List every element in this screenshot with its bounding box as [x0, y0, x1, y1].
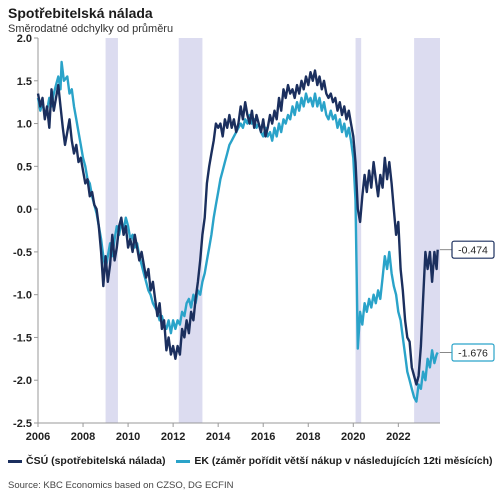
chart-legend: ČSÚ (spotřebitelská nálada) EK (záměr po…: [8, 455, 500, 467]
legend-item-ek: EK (záměr pořídit větší nákup v následuj…: [176, 455, 493, 467]
x-tick-label-6: 2018: [296, 431, 320, 443]
y-tick-label-0: 2.0: [17, 33, 32, 45]
x-tick-label-0: 2006: [26, 431, 50, 443]
chart-series: [36, 60, 439, 403]
end-value-callouts: -0.474 -1.676: [439, 240, 495, 362]
y-tick-label-6: -1.0: [13, 290, 32, 302]
x-tick-label-5: 2016: [251, 431, 275, 443]
y-tick-label-7: -1.5: [13, 332, 32, 344]
shaded-period-2: [355, 38, 362, 423]
legend-swatch-csu: [8, 459, 22, 463]
x-tick-label-3: 2012: [161, 431, 185, 443]
shaded-periods: [105, 38, 440, 423]
legend-label-csu: ČSÚ (spotřebitelská nálada): [26, 455, 166, 467]
chart-subtitle: Směrodatné odchylky od průměru: [8, 23, 174, 35]
callout-value-0: -0.474: [458, 245, 488, 257]
x-tick-label-7: 2020: [341, 431, 365, 443]
legend-label-ek: EK (záměr pořídit větší nákup v následuj…: [194, 455, 493, 467]
legend-item-csu: ČSÚ (spotřebitelská nálada): [8, 455, 165, 467]
chart-source: Source: KBC Economics based on CZSO, DG …: [8, 480, 234, 491]
y-tick-label-1: 1.5: [17, 76, 32, 88]
shaded-period-0: [105, 38, 118, 423]
y-tick-label-9: -2.5: [13, 418, 32, 430]
x-tick-label-1: 2008: [71, 431, 95, 443]
chart-title: Spotřebitelská nálada: [8, 5, 153, 21]
callout-box-0: [451, 240, 495, 259]
legend-swatch-ek: [176, 459, 191, 463]
y-tick-label-2: 1.0: [17, 119, 32, 131]
x-tick-label-2: 2010: [116, 431, 140, 443]
y-tick-label-4: 0.0: [17, 204, 32, 216]
y-tick-label-5: -0.5: [13, 247, 32, 259]
series-line-0: [36, 69, 439, 386]
callout-box-1: [451, 343, 495, 362]
y-tick-label-3: 0.5: [17, 161, 32, 173]
y-tick-label-8: -2.0: [13, 375, 32, 387]
series-line-1: [36, 60, 439, 403]
callout-value-1: -1.676: [458, 348, 488, 360]
x-tick-label-8: 2022: [386, 431, 410, 443]
x-tick-label-4: 2014: [206, 431, 231, 443]
shaded-period-1: [178, 38, 203, 423]
